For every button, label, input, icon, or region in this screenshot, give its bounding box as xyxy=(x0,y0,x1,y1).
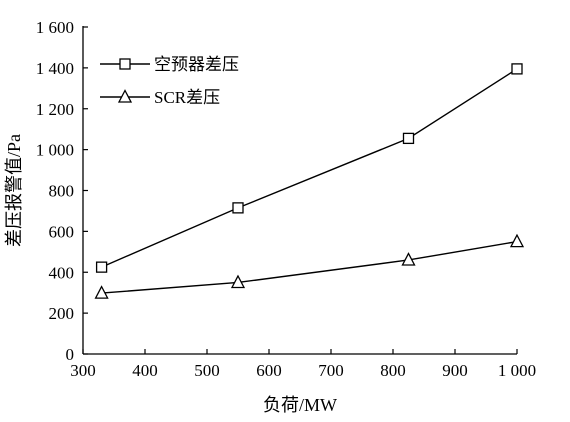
y-axis-title: 差压报警值/Pa xyxy=(4,134,24,247)
data-point xyxy=(230,274,246,289)
data-point xyxy=(401,252,416,266)
chart-legend: 空预器差压 SCR差压 xyxy=(100,55,239,107)
data-point xyxy=(402,132,415,145)
x-tick-label: 400 xyxy=(132,361,158,380)
data-point xyxy=(95,261,108,273)
data-point xyxy=(232,202,244,214)
y-tick-label: 400 xyxy=(49,263,75,282)
y-tick-label: 1 200 xyxy=(36,100,74,119)
x-axis-title: 负荷/MW xyxy=(263,395,337,415)
x-tick-label: 1 000 xyxy=(498,361,536,380)
x-tick-label: 900 xyxy=(442,361,468,380)
data-point xyxy=(94,285,109,299)
y-tick-label: 600 xyxy=(49,222,75,241)
y-tick-label: 1 600 xyxy=(36,18,74,37)
x-tick-label: 700 xyxy=(318,361,344,380)
legend-marker xyxy=(119,58,131,70)
data-point xyxy=(511,63,523,75)
series-line xyxy=(101,68,518,268)
legend-item: 空预器差压 xyxy=(100,55,239,74)
legend-label: SCR差压 xyxy=(154,88,220,107)
x-tick-label: 600 xyxy=(256,361,282,380)
chart-axes xyxy=(82,26,517,355)
y-tick-label: 200 xyxy=(49,304,75,323)
x-tick-label: 500 xyxy=(194,361,220,380)
x-tick-label: 800 xyxy=(380,361,406,380)
y-tick-label: 1 000 xyxy=(36,141,74,160)
legend-label: 空预器差压 xyxy=(154,55,239,74)
series-line xyxy=(101,240,518,294)
legend-marker xyxy=(117,89,133,103)
chart-ticks: 300 400 500 600 700 800 900 1 000 0 200 400 600 800 1… xyxy=(36,18,536,380)
legend-item: SCR差压 xyxy=(100,88,220,107)
chart-series xyxy=(94,63,525,299)
series-scr-differential-pressure xyxy=(94,233,525,299)
data-point xyxy=(509,233,525,248)
series-apf-differential-pressure xyxy=(95,63,523,273)
y-tick-label: 1 400 xyxy=(36,59,74,78)
x-tick-label: 300 xyxy=(70,361,96,380)
y-tick-label: 0 xyxy=(66,345,75,364)
y-tick-label: 800 xyxy=(49,182,75,201)
